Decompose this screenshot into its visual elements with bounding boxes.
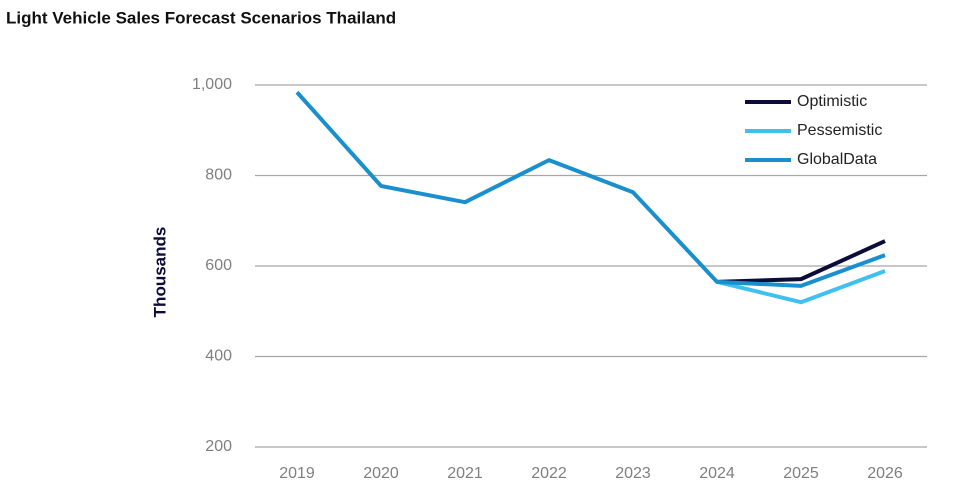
- x-tick-label: 2022: [531, 465, 567, 482]
- y-tick-label: 200: [205, 438, 232, 455]
- legend-label: GlobalData: [797, 151, 877, 168]
- x-tick-label: 2024: [699, 465, 735, 482]
- y-tick-label: 800: [205, 167, 232, 184]
- y-tick-label: 400: [205, 348, 232, 365]
- y-tick-label: 600: [205, 257, 232, 274]
- series-line: [295, 90, 886, 288]
- legend-label: Pessemistic: [797, 122, 882, 139]
- x-tick-label: 2026: [867, 465, 903, 482]
- y-tick-label: 1,000: [192, 76, 232, 93]
- x-tick-label: 2019: [279, 465, 315, 482]
- x-tick-label: 2021: [447, 465, 483, 482]
- chart-title: Light Vehicle Sales Forecast Scenarios T…: [6, 8, 396, 27]
- series-line: [716, 269, 886, 305]
- y-axis-label: Thousands: [150, 227, 169, 318]
- series-line: [716, 239, 886, 284]
- x-tick-label: 2023: [615, 465, 651, 482]
- x-tick-label: 2020: [363, 465, 399, 482]
- x-tick-label: 2025: [783, 465, 819, 482]
- legend-label: Optimistic: [797, 93, 867, 110]
